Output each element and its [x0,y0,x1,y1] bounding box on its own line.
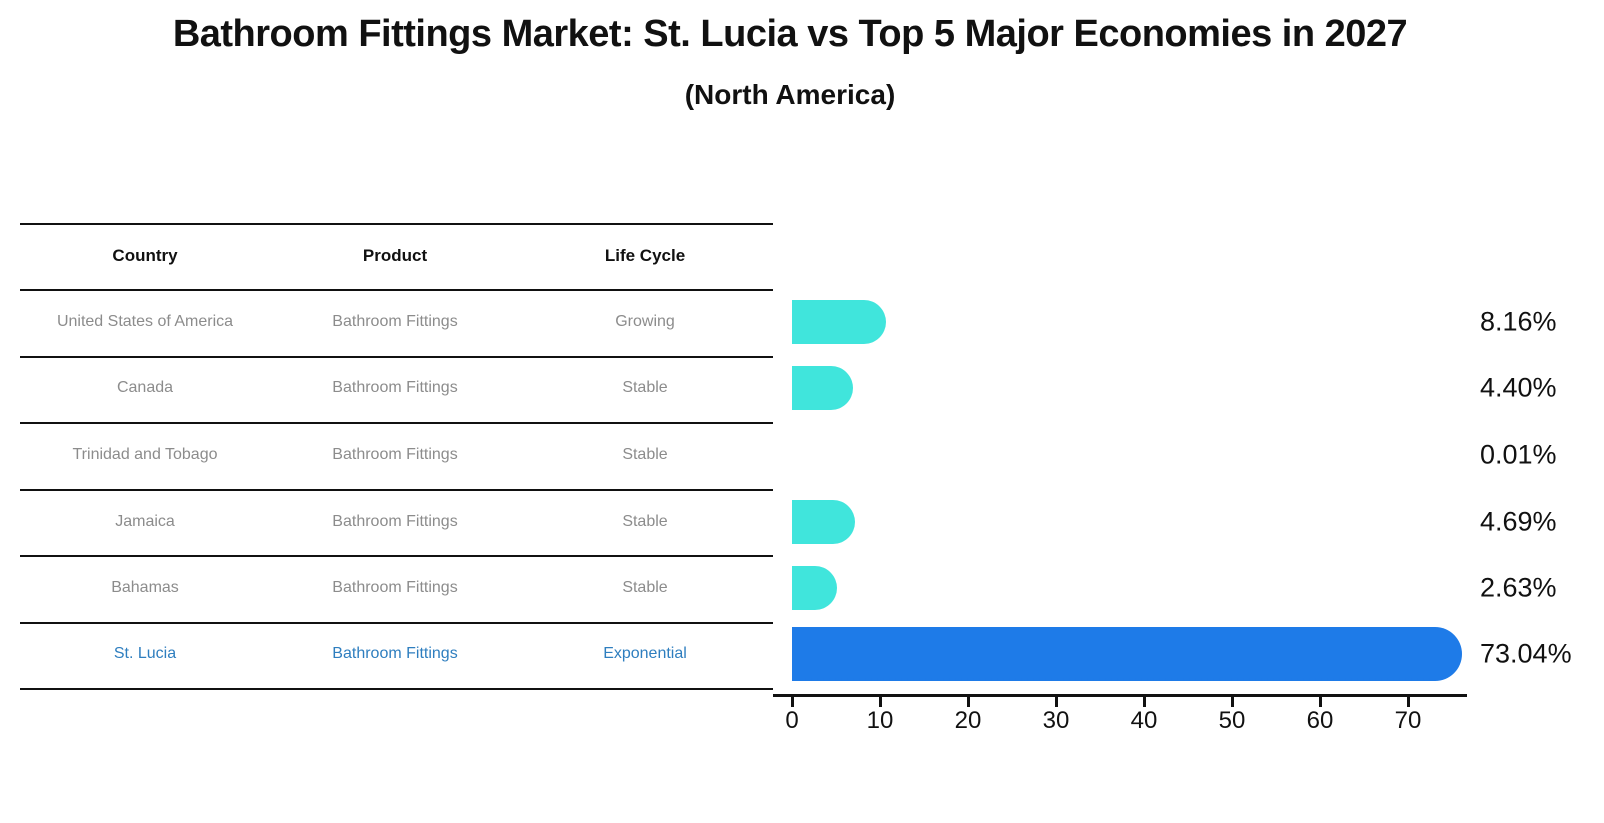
x-axis-tick [790,697,794,707]
col-header-life-cycle: Life Cycle [604,246,686,265]
x-axis-tick [1142,697,1146,707]
value-label: 4.69% [1480,506,1557,537]
table-divider [20,289,773,291]
cell-life-cycle: Stable [622,513,668,530]
table-divider [20,688,773,690]
x-axis-tick [1318,697,1322,707]
x-axis-tick-label: 0 [785,707,799,734]
page-subtitle: (North America) [684,79,896,110]
value-label: 2.63% [1480,572,1557,603]
x-axis-tick-label: 60 [1306,707,1334,734]
value-label: 0.01% [1480,439,1557,470]
x-axis-tick [1054,697,1058,707]
cell-life-cycle: Stable [622,379,668,396]
x-axis-tick-label: 50 [1218,707,1246,734]
bar-canada [792,366,853,410]
x-axis-tick-label: 10 [866,707,894,734]
x-axis-tick-label: 70 [1394,707,1422,734]
cell-product-highlight: Bathroom Fittings [332,645,458,662]
cell-life-cycle-highlight: Exponential [603,645,687,662]
x-axis-tick [878,697,882,707]
col-header-product: Product [362,246,428,265]
cell-life-cycle: Growing [615,313,675,330]
x-axis-tick [1406,697,1410,707]
cell-product: Bathroom Fittings [332,579,458,596]
cell-country: Bahamas [111,579,179,596]
page-title: Bathroom Fittings Market: St. Lucia vs T… [172,13,1408,55]
cell-country-highlight: St. Lucia [113,645,177,662]
cell-country: Canada [116,379,174,396]
cell-product: Bathroom Fittings [332,446,458,463]
x-axis-tick [1230,697,1234,707]
x-axis-tick-label: 20 [954,707,982,734]
cell-life-cycle: Stable [622,446,668,463]
value-label: 8.16% [1480,306,1557,337]
x-axis-tick [966,697,970,707]
x-axis-tick-label: 40 [1130,707,1158,734]
cell-country: United States of America [56,313,234,330]
table-divider [20,555,773,557]
cell-country: Jamaica [115,513,175,530]
x-axis-line [773,694,1467,697]
col-header-country: Country [112,246,178,265]
cell-country: Trinidad and Tobago [72,446,218,463]
value-label-highlight: 73.04% [1480,638,1572,669]
table-divider [20,422,773,424]
table-divider [20,489,773,491]
cell-product: Bathroom Fittings [332,513,458,530]
cell-product: Bathroom Fittings [332,313,458,330]
value-label: 4.40% [1480,372,1557,403]
bar-jamaica [792,500,855,544]
table-divider [20,622,773,624]
bar-st-lucia [792,627,1462,681]
cell-product: Bathroom Fittings [332,379,458,396]
x-axis-tick-label: 30 [1042,707,1070,734]
table-divider [20,356,773,358]
cell-life-cycle: Stable [622,579,668,596]
bar-united-states-of-america [792,300,886,344]
bar-bahamas [792,566,837,610]
table-divider [20,223,773,225]
